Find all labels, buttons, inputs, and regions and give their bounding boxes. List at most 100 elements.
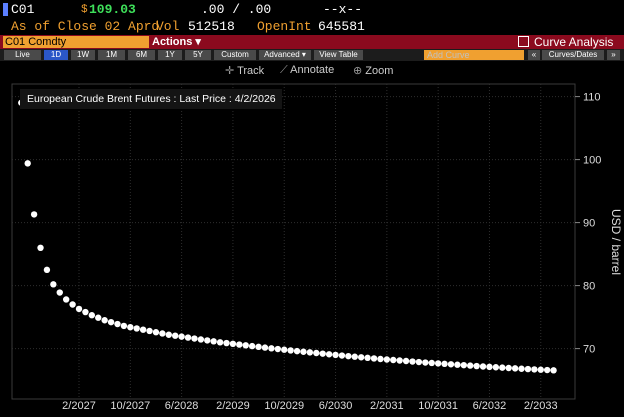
separator: --x-- <box>323 2 363 17</box>
data-point <box>139 326 147 333</box>
x-tick-label: 2/2031 <box>370 400 404 412</box>
y-axis-label: USD / barrel <box>609 209 623 275</box>
view-table-button[interactable]: View Table <box>314 50 363 60</box>
data-point <box>537 366 544 373</box>
collapse-button[interactable]: « <box>528 50 540 60</box>
security-bar <box>0 35 624 49</box>
data-point <box>204 337 211 344</box>
vol-value: 512518 <box>188 19 235 34</box>
data-point <box>127 323 134 331</box>
data-point <box>415 358 423 366</box>
data-point <box>101 317 108 324</box>
data-point <box>454 361 461 368</box>
range-1y-button[interactable]: 1Y <box>158 50 182 60</box>
live-button[interactable]: Live <box>4 50 41 60</box>
data-point <box>492 364 500 371</box>
x-tick-label: 10/2029 <box>264 400 304 412</box>
y-tick-label: 110 <box>583 92 601 104</box>
x-tick-label: 10/2031 <box>418 400 458 412</box>
data-point <box>178 333 185 340</box>
data-point <box>499 364 506 371</box>
y-tick-label: 70 <box>583 344 595 356</box>
data-point <box>50 281 57 288</box>
as-of-close: As of Close 02 Aprd <box>11 19 160 34</box>
data-point <box>274 345 282 353</box>
track-label: Track <box>237 65 265 77</box>
curves-dates-button[interactable]: Curves/Dates <box>542 50 604 60</box>
data-point <box>152 329 160 336</box>
header-row: C01 $ 109.03 .00 / .00 --x-- <box>0 0 624 18</box>
data-point <box>114 320 121 328</box>
data-point <box>56 289 63 296</box>
data-point <box>88 312 96 319</box>
data-point <box>37 244 44 251</box>
data-point <box>223 339 230 347</box>
range-1w-button[interactable]: 1W <box>71 50 95 60</box>
data-point <box>550 367 557 374</box>
data-point <box>300 348 307 355</box>
data-point <box>242 342 249 349</box>
data-point <box>184 334 192 341</box>
data-point <box>409 358 416 365</box>
data-point <box>146 327 153 335</box>
data-point <box>82 308 89 316</box>
actions-menu[interactable]: Actions ▾ <box>152 36 201 48</box>
data-point <box>319 350 326 357</box>
chart-legend: European Crude Brent Futures : Last Pric… <box>20 89 282 109</box>
y-tick-label: 80 <box>583 281 595 293</box>
custom-button[interactable]: Custom <box>214 50 256 60</box>
range-1m-button[interactable]: 1M <box>98 50 125 60</box>
data-point <box>69 301 76 308</box>
data-point <box>422 359 429 366</box>
data-point <box>133 325 140 332</box>
expand-button[interactable]: » <box>607 50 620 60</box>
y-tick-label: 100 <box>583 155 601 167</box>
data-point <box>543 366 551 374</box>
data-point <box>383 356 391 363</box>
data-point <box>467 362 474 369</box>
x-tick-label: 2/2027 <box>62 400 96 412</box>
data-point <box>428 359 435 367</box>
currency-symbol: $ <box>81 4 88 16</box>
ticker: C01 <box>11 2 35 17</box>
data-point <box>511 365 519 372</box>
add-curve-input[interactable]: Add Curve <box>424 50 524 60</box>
openint-label: OpenInt <box>257 19 312 34</box>
data-point <box>293 347 301 355</box>
data-point <box>43 266 51 274</box>
data-point <box>306 349 314 356</box>
data-point <box>191 335 198 342</box>
range-6m-button[interactable]: 6M <box>128 50 155 60</box>
data-point <box>486 363 493 371</box>
annotate-tool[interactable]: ⟋ Annotate <box>280 64 334 77</box>
data-point <box>268 345 275 352</box>
data-point <box>248 342 256 350</box>
data-point <box>364 354 371 362</box>
zoom-tool[interactable]: ⊕ Zoom <box>353 64 393 77</box>
annotate-label: Annotate <box>290 64 335 76</box>
data-point <box>107 318 115 326</box>
track-tool[interactable]: ✛ Track <box>225 64 264 77</box>
export-icon[interactable] <box>518 36 529 47</box>
range-1d-button[interactable]: 1D <box>44 50 68 60</box>
x-tick-label: 6/2028 <box>165 400 199 412</box>
pencil-icon: ⟋ <box>280 64 288 76</box>
zoom-icon: ⊕ <box>353 65 363 77</box>
data-point <box>396 357 403 364</box>
data-point <box>518 365 525 372</box>
last-price: 109.03 <box>89 2 136 17</box>
close-row: As of Close 02 Aprd Vol 512518 OpenInt 6… <box>0 18 624 34</box>
crosshair-icon: ✛ <box>225 65 235 77</box>
data-point <box>460 361 468 369</box>
advanced-menu[interactable]: Advanced ▾ <box>259 50 311 60</box>
data-point <box>229 340 237 348</box>
vol-label: Vol <box>156 19 180 34</box>
curve-analysis-label: Curve Analysis <box>534 35 614 49</box>
plot-frame <box>11 83 576 400</box>
data-point <box>447 361 455 368</box>
range-5y-button[interactable]: 5Y <box>185 50 211 60</box>
data-point <box>357 354 365 361</box>
security-field[interactable]: C01 Comdty <box>3 36 149 48</box>
data-point <box>524 365 532 373</box>
